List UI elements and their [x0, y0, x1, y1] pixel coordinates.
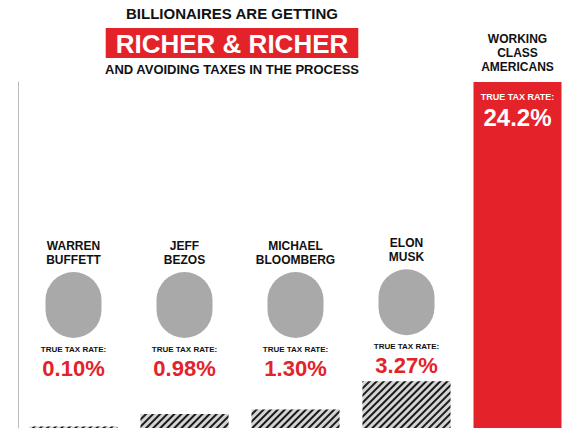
svg-text:BEZOS: BEZOS — [164, 253, 205, 267]
svg-text:0.98%: 0.98% — [153, 356, 215, 381]
svg-text:BILLIONAIRES ARE GETTING: BILLIONAIRES ARE GETTING — [126, 5, 338, 22]
svg-text:BLOOMBERG: BLOOMBERG — [256, 253, 335, 267]
svg-text:WORKING: WORKING — [488, 32, 547, 46]
svg-text:TRUE TAX RATE:: TRUE TAX RATE: — [152, 345, 217, 354]
svg-text:JEFF: JEFF — [170, 239, 199, 253]
svg-text:24.2%: 24.2% — [483, 104, 551, 131]
svg-text:AMERICANS: AMERICANS — [481, 60, 554, 74]
svg-text:TRUE TAX RATE:: TRUE TAX RATE: — [481, 92, 555, 102]
svg-text:3.27%: 3.27% — [375, 353, 437, 378]
svg-text:TRUE TAX RATE:: TRUE TAX RATE: — [41, 345, 106, 354]
svg-text:TRUE TAX RATE:: TRUE TAX RATE: — [374, 342, 439, 351]
svg-text:1.30%: 1.30% — [264, 356, 326, 381]
svg-text:ELON: ELON — [390, 236, 423, 250]
svg-text:MUSK: MUSK — [389, 250, 425, 264]
svg-text:WARREN: WARREN — [47, 239, 100, 253]
svg-text:BUFFETT: BUFFETT — [46, 253, 101, 267]
svg-text:CLASS: CLASS — [497, 46, 538, 60]
svg-text:MICHAEL: MICHAEL — [268, 239, 323, 253]
svg-text:RICHER & RICHER: RICHER & RICHER — [116, 29, 349, 59]
svg-text:0.10%: 0.10% — [42, 356, 104, 381]
svg-text:TRUE TAX RATE:: TRUE TAX RATE: — [263, 345, 328, 354]
svg-text:AND AVOIDING TAXES IN THE PROC: AND AVOIDING TAXES IN THE PROCESS — [105, 62, 359, 77]
